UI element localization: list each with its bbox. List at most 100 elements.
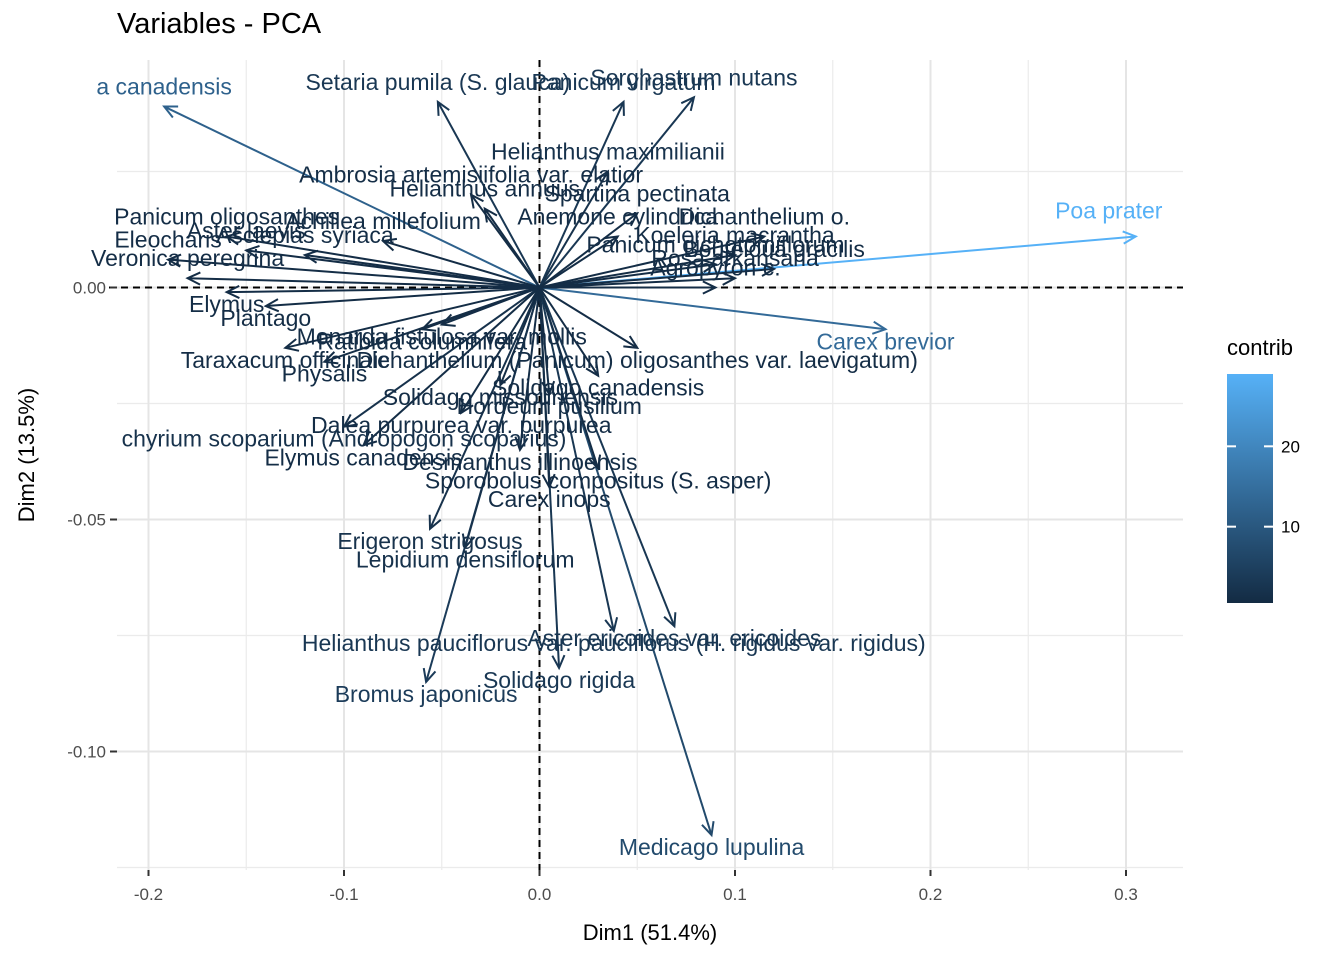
y-tick-label: -0.10 [67,743,106,762]
arrow-head [165,253,182,268]
variable-label: Dichanthelium (Panicum) oligosanthes var… [357,347,918,373]
variable-arrow [362,286,541,447]
arrow-head [585,361,600,378]
variable-label: Eleocharis [114,227,221,253]
arrow-head [498,370,512,388]
variable-label: Veronica peregrina [91,245,284,271]
arrow-head [595,169,610,186]
variable-label: Bouteloua gracilis [683,236,865,262]
arrow-head [623,335,640,350]
arrow-head [623,211,640,227]
arrow-head [342,413,358,429]
arrow-head [380,237,398,252]
arrow-head [1122,230,1139,245]
variable-arrow [187,277,540,289]
variable-arrow [538,286,599,377]
variable-arrow [167,258,540,289]
chart-title: Variables - PCA [117,8,322,40]
arrow-head [322,351,339,365]
variable-label: Dichanthelium o. [679,203,850,229]
arrow-head [185,271,201,286]
variable-arrow [265,286,540,308]
variable-label: a canadensis [96,74,232,100]
axes: -0.2 -0.1 0.0 0.1 0.2 0.3 0.00 -0.05 -0.10 Dim1 (… [14,60,1183,945]
variable-arrow [436,101,541,288]
variable-label: Taraxacum officinale [181,347,390,373]
variable-arrow [539,263,716,289]
variable-arrow [518,287,541,451]
arrows [162,95,1139,838]
y-tick-label: -0.05 [67,511,106,530]
variable-label: Agropyron c. [650,255,780,281]
variable-label: Medicago lupulina [619,834,805,860]
arrow-head [701,821,715,838]
legend-colorbar [1227,374,1273,603]
arrow-head [604,617,619,634]
x-tick-label: -0.2 [134,885,163,904]
x-axis-title: Dim1 (51.4%) [583,920,717,945]
variable-labels: Poa prater Carex brevior Medicago lupulina… [91,64,1163,860]
arrow-head [283,338,300,352]
variable-label: Panicum virgatum [532,69,716,95]
variable-label: Aster ericoides var. ericoides [527,625,821,651]
arrow-head [422,667,437,685]
arrow-head [428,514,442,531]
variable-arrow [382,240,540,289]
variable-arrow [246,249,540,289]
arrow-head [302,249,319,264]
variable-label: Panicum dichotomiflorum [586,231,844,257]
variable-label: Physalis [282,361,368,387]
arrow-head [680,95,696,112]
legend-tick-label: 10 [1281,518,1300,537]
variable-label: Elymus [189,291,264,317]
x-tick-label: 0.3 [1114,885,1138,904]
variable-arrow [163,105,540,289]
variable-arrow [285,286,540,349]
arrow-head [439,313,456,327]
arrow-head [721,250,738,264]
arrow-head [760,262,777,277]
variable-label: Carex brevior [817,328,955,354]
variable-arrow [464,287,541,548]
variable-arrow [538,96,695,289]
variable-arrow [539,286,886,331]
arrow-head [420,318,437,332]
arrow-head [551,654,566,671]
legend-title: contrib [1227,335,1293,360]
arrow-head [263,298,280,313]
variable-arrow [226,286,540,294]
variable-label: Plantago [220,305,311,331]
variable-arrow [538,287,615,632]
variable-arrow [539,277,736,289]
variable-arrow [421,286,540,331]
arrow-head [460,398,474,415]
variable-arrow [538,212,638,289]
variable-label: chyrium scoparium (Andropogon scoparius) [122,426,567,452]
variable-arrow [343,286,541,428]
variable-arrow [539,235,765,289]
x-tick-label: -0.1 [329,885,358,904]
variable-label: Solidago rigida [483,667,635,693]
variable-label: Aster laevis [187,217,306,243]
variable-arrow [538,287,600,469]
arrow-head [436,99,450,116]
x-tick-label: 0.0 [528,885,552,904]
variable-label: Bromus japonicus [335,681,518,707]
variable-label: Poa prater [1055,197,1163,223]
variable-arrow [538,287,551,488]
x-tick-label: 0.2 [919,885,943,904]
variable-label: Lepidium densiflorum [356,546,575,572]
arrow-head [587,454,602,471]
variable-arrow [226,235,540,289]
variable-label: Elymus canadensis [264,444,462,470]
arrow-head [483,206,498,223]
arrow-head [701,258,718,273]
y-tick-label: 0.00 [73,279,106,298]
arrow-head [461,533,476,550]
variable-label: Helianthus maximilianii [491,139,725,165]
variable-label: Ratibida columnifera [317,328,527,354]
variable-arrow [499,287,541,386]
variable-label: Sorghastrum nutans [590,64,797,90]
variable-label: Solidago canadensis [492,375,704,401]
